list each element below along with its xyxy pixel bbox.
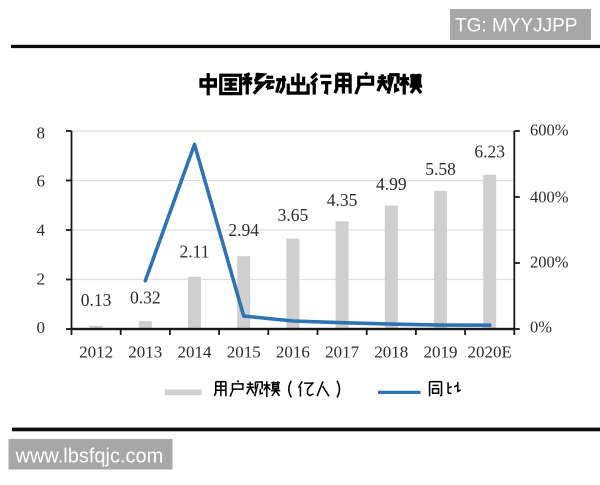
svg-text:6.23: 6.23 — [474, 142, 505, 162]
svg-text:2020E: 2020E — [468, 343, 512, 362]
svg-text:2: 2 — [37, 270, 46, 289]
svg-text:0%: 0% — [530, 318, 552, 337]
svg-text:www.lbsfqjc.com: www.lbsfqjc.com — [15, 446, 164, 468]
svg-text:TG: MYYJJPP: TG: MYYJJPP — [455, 16, 577, 37]
svg-text:200%: 200% — [530, 253, 569, 272]
svg-text:2016: 2016 — [276, 343, 310, 362]
svg-text:2012: 2012 — [79, 343, 113, 362]
svg-text:3.65: 3.65 — [278, 205, 309, 225]
svg-text:5.58: 5.58 — [425, 159, 456, 179]
svg-text:0: 0 — [37, 318, 46, 337]
svg-text:4.99: 4.99 — [376, 174, 407, 194]
svg-text:2.11: 2.11 — [180, 242, 210, 262]
svg-text:2018: 2018 — [374, 343, 408, 362]
svg-text:600%: 600% — [530, 121, 569, 140]
svg-text:2019: 2019 — [424, 343, 458, 362]
svg-text:2.94: 2.94 — [228, 220, 259, 240]
svg-text:6: 6 — [37, 172, 46, 191]
svg-text:400%: 400% — [530, 188, 569, 207]
svg-text:2014: 2014 — [178, 343, 213, 362]
svg-text:0.13: 0.13 — [81, 290, 112, 310]
svg-text:0.32: 0.32 — [130, 288, 161, 308]
svg-text:2013: 2013 — [128, 343, 162, 362]
svg-text:2017: 2017 — [325, 343, 360, 362]
svg-text:4.35: 4.35 — [327, 190, 358, 210]
svg-text:4: 4 — [37, 221, 46, 240]
svg-text:8: 8 — [37, 124, 46, 143]
svg-text:2015: 2015 — [227, 343, 261, 362]
